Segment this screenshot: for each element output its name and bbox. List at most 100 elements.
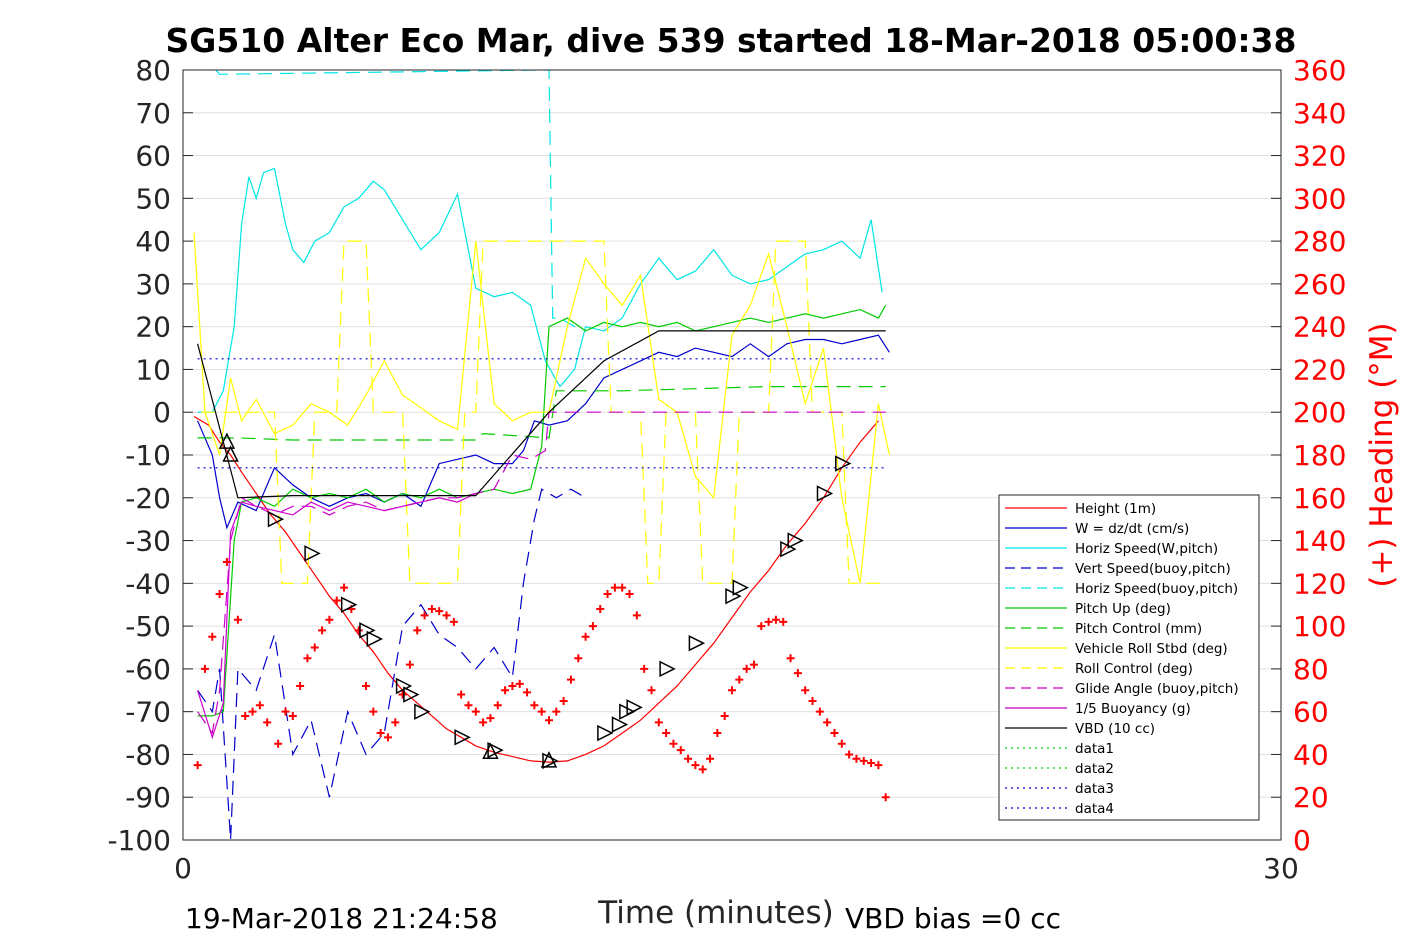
y2-tick-label: 320: [1293, 140, 1346, 173]
series-layer: [193, 70, 890, 840]
series-line-3: [197, 488, 586, 840]
y-tick-label: -10: [125, 439, 171, 472]
legend-label: Pitch Control (mm): [1075, 621, 1202, 637]
heading-point: [779, 617, 788, 626]
legend-label: VBD (10 cc): [1075, 721, 1155, 737]
series-line-11: [197, 330, 886, 499]
triangle-right-marker: [659, 660, 676, 678]
y2-tick-label: 20: [1293, 781, 1329, 814]
y-tick-label: -50: [125, 610, 171, 643]
triangle-right-marker: [542, 752, 559, 770]
heading-point: [457, 690, 466, 699]
heading-point: [632, 611, 641, 620]
heading-point: [530, 701, 539, 710]
heading-point: [808, 696, 817, 705]
heading-point: [859, 756, 868, 765]
axis-ticks: 80706050403020100-10-20-30-40-50-60-70-8…: [107, 54, 1346, 885]
triangle-right-marker: [414, 703, 431, 720]
triangle-right-marker: [816, 485, 834, 502]
y2-tick-label: 200: [1293, 396, 1346, 429]
heading-point: [296, 682, 305, 690]
heading-point: [193, 761, 202, 770]
heading-point: [222, 557, 231, 566]
heading-point: [596, 605, 605, 613]
y2-tick-label: 340: [1293, 97, 1346, 130]
heading-point: [764, 617, 773, 626]
legend-label: Glide Angle (buoy,pitch): [1075, 681, 1239, 697]
y2-tick-label: 60: [1293, 696, 1329, 729]
heading-point: [618, 583, 627, 592]
y-tick-label: 30: [135, 268, 171, 301]
heading-point: [881, 793, 890, 802]
heading-point: [263, 718, 272, 727]
heading-point: [625, 590, 634, 599]
heading-point: [523, 688, 532, 697]
y-tick-label: 10: [135, 353, 171, 386]
heading-point: [200, 664, 209, 673]
heading-point: [208, 632, 217, 641]
triangle-right-marker: [597, 724, 614, 742]
heading-point: [508, 682, 517, 690]
heading-point: [852, 754, 861, 763]
heading-point: [486, 714, 495, 723]
heading-point: [537, 707, 546, 716]
y2-tick-label: 100: [1293, 610, 1346, 643]
heading-point: [640, 664, 649, 673]
y2-tick-label: 240: [1293, 311, 1346, 344]
y2-tick-label: 360: [1293, 54, 1346, 87]
heading-point: [749, 660, 758, 669]
heading-point: [706, 754, 715, 763]
heading-point: [662, 729, 671, 738]
heading-point: [318, 626, 327, 635]
series-line-6: [197, 386, 886, 441]
heading-point: [332, 596, 341, 605]
y2-tick-label: 180: [1293, 439, 1346, 472]
legend: Height (1m) W = dz/dt (cm/s) Horiz Speed(W…: [998, 494, 1260, 821]
heading-point: [248, 707, 257, 716]
x-tick-label: 0: [174, 852, 192, 885]
y-tick-label: -40: [125, 567, 171, 600]
legend-label: Horiz Speed(W,pitch): [1075, 541, 1218, 557]
heading-point: [566, 675, 575, 684]
y2-tick-label: 40: [1293, 738, 1329, 771]
triangle-right-marker: [787, 532, 804, 549]
y-tick-label: -90: [125, 781, 171, 814]
heading-point: [654, 718, 663, 727]
series-line-4: [215, 70, 583, 328]
heading-point: [786, 654, 795, 663]
heading-point: [610, 583, 619, 592]
y-tick-label: 20: [135, 311, 171, 344]
y2-tick-label: 0: [1293, 824, 1311, 857]
heading-point: [255, 701, 264, 710]
triangle-right-marker: [487, 741, 504, 759]
footer-timestamp: 19-Mar-2018 21:24:58: [185, 902, 498, 935]
triangle-right-marker: [688, 635, 706, 652]
triangle-right-marker: [732, 579, 749, 596]
y2-tick-label: 80: [1293, 653, 1329, 686]
heading-point: [449, 617, 458, 626]
heading-point: [676, 746, 685, 755]
y2-tick-label: 300: [1293, 182, 1346, 215]
y-tick-label: 0: [153, 396, 171, 429]
heading-point: [471, 707, 480, 716]
heading-point: [310, 643, 319, 652]
heading-point: [691, 761, 700, 770]
triangle-right-marker: [340, 596, 358, 613]
heading-point: [815, 707, 824, 716]
heading-point: [559, 696, 568, 705]
triangle-right-marker: [611, 716, 629, 733]
legend-label: Pitch Up (deg): [1075, 601, 1171, 617]
y-tick-label: -30: [125, 525, 171, 558]
y-tick-label: -60: [125, 653, 171, 686]
y-tick-label: 60: [135, 140, 171, 173]
heading-point: [405, 660, 414, 669]
heading-point: [823, 718, 832, 727]
heading-point: [874, 761, 883, 770]
heading-point: [735, 675, 744, 684]
series-line-10: [197, 492, 477, 740]
y2-tick-label: 120: [1293, 567, 1346, 600]
heading-point: [369, 707, 378, 716]
legend-label: Vehicle Roll Stbd (deg): [1075, 641, 1228, 657]
heading-point: [362, 682, 370, 690]
marker-layer: [193, 432, 890, 802]
